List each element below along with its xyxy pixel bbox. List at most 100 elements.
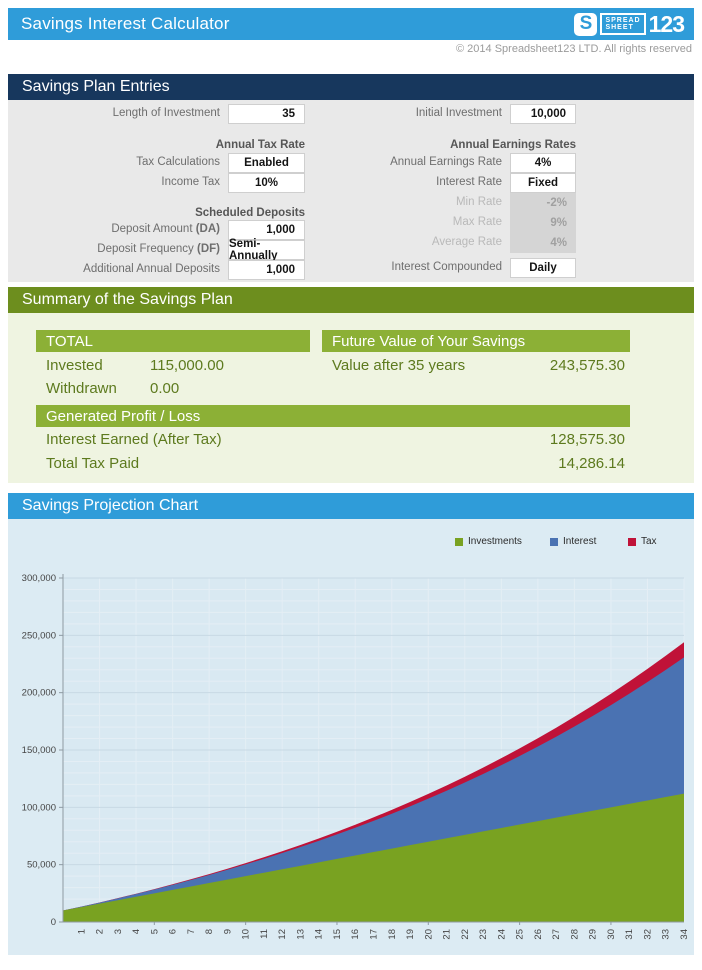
- withdrawn-value: 0.00: [150, 380, 180, 397]
- svg-text:4: 4: [131, 929, 142, 934]
- svg-text:300,000: 300,000: [22, 573, 56, 584]
- income-tax-input[interactable]: 10%: [228, 173, 305, 193]
- deposit-frequency-input[interactable]: Semi-Annually: [228, 238, 305, 262]
- future-value-subheader: Future Value of Your Savings: [322, 330, 630, 352]
- average-rate-label: Average Rate: [431, 236, 502, 248]
- investments-swatch-icon: [455, 537, 463, 546]
- copyright-text: © 2014 Spreadsheet123 LTD. All rights re…: [456, 43, 692, 55]
- spreadsheet123-logo: S SPREAD SHEET 123: [574, 10, 694, 37]
- interest-rate-label: Interest Rate: [436, 176, 502, 188]
- section-header-chart: Savings Projection Chart: [8, 493, 694, 519]
- annual-earnings-rate-input[interactable]: 4%: [510, 153, 576, 173]
- svg-text:21: 21: [442, 929, 453, 940]
- max-rate-label: Max Rate: [452, 216, 502, 228]
- min-rate-input-disabled: -2%: [510, 193, 576, 213]
- deposit-frequency-label: Deposit Frequency (DF): [10, 243, 220, 255]
- svg-text:150,000: 150,000: [22, 745, 56, 756]
- svg-text:16: 16: [350, 929, 361, 940]
- svg-text:22: 22: [460, 929, 471, 940]
- logo-wordmark: SPREAD SHEET: [600, 13, 646, 35]
- tax-calculations-input[interactable]: Enabled: [228, 153, 305, 173]
- legend-investments-label: Investments: [468, 536, 522, 547]
- interest-earned-value: 128,575.30: [549, 431, 625, 448]
- svg-text:13: 13: [295, 929, 306, 940]
- additional-annual-deposits-label: Additional Annual Deposits: [83, 263, 220, 275]
- deposit-frequency-label-text: Deposit Frequency: [97, 243, 197, 255]
- logo-number: 123: [648, 10, 685, 37]
- legend-item-interest: Interest: [550, 536, 596, 547]
- annual-earnings-rates-group-title: Annual Earnings Rates: [450, 139, 576, 151]
- svg-text:11: 11: [259, 929, 270, 939]
- entries-panel: [8, 100, 694, 282]
- interest-compounded-input[interactable]: Daily: [510, 258, 576, 278]
- svg-text:8: 8: [204, 929, 215, 934]
- svg-text:19: 19: [405, 929, 416, 940]
- legend-item-investments: Investments: [455, 536, 522, 547]
- total-tax-paid-label: Total Tax Paid: [46, 455, 140, 472]
- invested-value: 115,000.00: [150, 357, 224, 374]
- interest-earned-label: Interest Earned (After Tax): [46, 431, 222, 448]
- logo-line1: SPREAD: [605, 17, 641, 24]
- tax-swatch-icon: [628, 537, 636, 546]
- svg-text:2: 2: [95, 929, 106, 934]
- projection-chart: 0 50,000 100,000 150,000 200,000 250,000 300,0…: [22, 573, 690, 940]
- svg-text:12: 12: [277, 929, 288, 940]
- svg-text:34: 34: [679, 929, 690, 940]
- deposit-amount-label: Deposit Amount (DA): [10, 223, 220, 235]
- value-after-years-label: Value after 35 years: [332, 357, 466, 374]
- svg-text:10: 10: [241, 929, 252, 940]
- svg-text:27: 27: [551, 929, 562, 940]
- svg-text:17: 17: [369, 929, 380, 940]
- tax-calculations-label: Tax Calculations: [136, 156, 220, 168]
- interest-compounded-label: Interest Compounded: [391, 261, 502, 273]
- scheduled-deposits-group-title: Scheduled Deposits: [195, 207, 305, 219]
- svg-text:5: 5: [149, 929, 160, 934]
- length-of-investment-input[interactable]: 35: [228, 104, 305, 124]
- svg-text:23: 23: [478, 929, 489, 940]
- logo-s-icon: S: [574, 12, 598, 36]
- svg-text:33: 33: [661, 929, 672, 940]
- logo-line2: SHEET: [605, 24, 634, 31]
- legend-interest-label: Interest: [563, 536, 597, 547]
- svg-text:1: 1: [76, 929, 87, 934]
- svg-text:29: 29: [588, 929, 599, 940]
- svg-text:250,000: 250,000: [22, 630, 56, 641]
- svg-text:30: 30: [606, 929, 617, 940]
- withdrawn-label: Withdrawn: [46, 380, 117, 397]
- initial-investment-label: Initial Investment: [415, 107, 502, 119]
- page-title: Savings Interest Calculator: [21, 14, 230, 33]
- annual-tax-rate-group-title: Annual Tax Rate: [215, 139, 305, 151]
- average-rate-input-disabled: 4%: [510, 233, 576, 253]
- svg-text:32: 32: [642, 929, 653, 940]
- initial-investment-input[interactable]: 10,000: [510, 104, 576, 124]
- svg-text:50,000: 50,000: [27, 860, 56, 871]
- invested-label: Invested: [46, 357, 103, 374]
- svg-text:20: 20: [423, 929, 434, 940]
- svg-text:100,000: 100,000: [22, 802, 56, 813]
- interest-swatch-icon: [550, 537, 558, 546]
- total-tax-paid-value: 14,286.14: [558, 455, 625, 472]
- section-header-entries: Savings Plan Entries: [8, 74, 694, 100]
- min-rate-label: Min Rate: [455, 196, 502, 208]
- interest-rate-input[interactable]: Fixed: [510, 173, 576, 193]
- deposit-frequency-label-abbrev: (DF): [197, 243, 220, 255]
- generated-profit-loss-subheader: Generated Profit / Loss: [36, 405, 630, 427]
- svg-text:6: 6: [168, 929, 179, 934]
- additional-annual-deposits-input[interactable]: 1,000: [228, 260, 305, 280]
- max-rate-input-disabled: 9%: [510, 213, 576, 233]
- svg-text:9: 9: [222, 929, 233, 934]
- svg-text:200,000: 200,000: [22, 688, 56, 699]
- deposit-amount-label-text: Deposit Amount: [111, 223, 196, 235]
- section-header-summary: Summary of the Savings Plan: [8, 287, 694, 313]
- deposit-amount-input[interactable]: 1,000: [228, 220, 305, 240]
- length-of-investment-label: Length of Investment: [112, 107, 220, 119]
- annual-earnings-rate-label: Annual Earnings Rate: [390, 156, 502, 168]
- value-after-years-value: 243,575.30: [549, 357, 625, 374]
- income-tax-label: Income Tax: [161, 176, 220, 188]
- svg-text:31: 31: [624, 929, 635, 940]
- svg-text:7: 7: [186, 929, 197, 934]
- svg-text:25: 25: [515, 929, 526, 940]
- svg-text:3: 3: [113, 929, 124, 934]
- svg-text:0: 0: [51, 917, 56, 928]
- total-subheader: TOTAL: [36, 330, 310, 352]
